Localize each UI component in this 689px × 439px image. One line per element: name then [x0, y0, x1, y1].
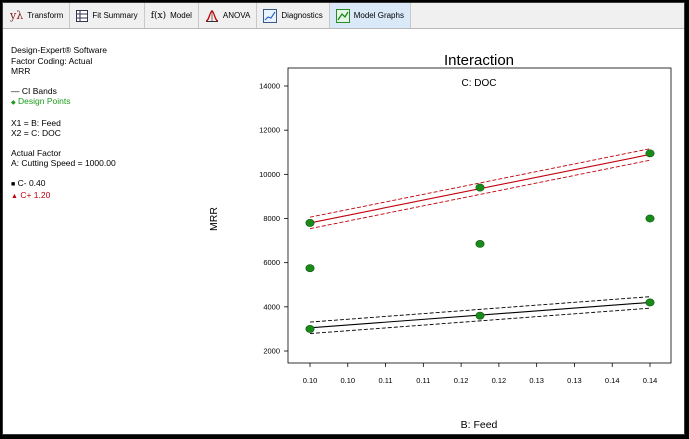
chart-subtitle: C: DOC [462, 78, 497, 89]
ci-bands-legend: — CI Bands [11, 86, 161, 97]
model-button[interactable]: f(x) Model [145, 3, 199, 28]
chart-title: Interaction [444, 52, 514, 69]
diagnostics-button[interactable]: Diagnostics [257, 3, 330, 28]
x1-definition: X1 = B: Feed [11, 117, 61, 128]
design-point [305, 264, 315, 273]
ci-bands-label: CI Bands [21, 85, 57, 96]
ci-upper-band-0 [309, 296, 651, 323]
x-axis-label: B: Feed [461, 419, 498, 431]
response-name: MRR [11, 66, 31, 76]
x2-definition: X2 = C: DOC [11, 128, 61, 138]
design-points-label: Design Points [18, 96, 71, 106]
bell-curve-icon [205, 9, 219, 23]
design-point [645, 214, 655, 223]
function-icon: f(x) [150, 10, 167, 21]
anova-label: ANOVA [222, 11, 251, 20]
model-graphs-label: Model Graphs [353, 11, 404, 20]
factor-coding: Factor Coding: Actual [11, 55, 93, 66]
y-tick-label: 12000 [259, 126, 280, 135]
ci-upper-band-1 [309, 148, 651, 218]
x-tick-label: 0.10 [303, 376, 318, 385]
x-tick-label: 0.12 [454, 376, 469, 385]
c-minus-symbol: ■ [11, 180, 16, 188]
y-tick-label: 10000 [259, 170, 280, 179]
table-icon [76, 9, 89, 22]
model-graphs-button[interactable]: Model Graphs [329, 3, 411, 28]
design-point [645, 149, 655, 158]
c-plus-legend: ▲ C+ 1.20 [11, 190, 161, 203]
c-plus-label: C+ 1.20 [20, 190, 51, 200]
model-graphs-icon [335, 8, 350, 23]
software-name: Design-Expert® Software [11, 45, 108, 55]
ci-lower-band-0 [309, 307, 651, 335]
design-point-symbol: ◆ [11, 100, 16, 106]
design-point [475, 239, 485, 248]
y-tick-label: 6000 [263, 258, 280, 267]
y-tick-label: 2000 [263, 347, 280, 356]
info-panel: Design-Expert® Software Factor Coding: A… [11, 45, 161, 203]
y-tick-label: 4000 [263, 302, 280, 311]
fit-summary-label: Fit Summary [92, 11, 138, 20]
design-points-legend: ◆ Design Points [11, 96, 161, 109]
design-point [305, 325, 315, 333]
c-minus-label: C- 0.40 [17, 177, 46, 188]
c-plus-symbol: ▲ [11, 193, 18, 200]
actual-factor-value: A: Cutting Speed = 1000.00 [11, 158, 116, 168]
x-tick-label: 0.14 [605, 376, 620, 385]
x-tick-label: 0.13 [529, 376, 544, 385]
design-point [475, 183, 485, 192]
transform-icon: yλ [10, 9, 24, 22]
toolbar: yλ Transform Fit Summary f(x) Model ANOV… [3, 3, 684, 29]
diagnostics-icon [263, 8, 278, 23]
x-tick-label: 0.14 [643, 376, 658, 385]
design-point [645, 298, 655, 307]
x-tick-label: 0.10 [340, 376, 355, 385]
fit-summary-button[interactable]: Fit Summary [70, 3, 145, 28]
x-tick-label: 0.11 [416, 376, 430, 385]
y-axis-label: MRR [208, 207, 220, 231]
design-point [305, 219, 315, 227]
transform-button[interactable]: yλ Transform [4, 3, 71, 28]
design-point [475, 311, 485, 320]
y-tick-label: 8000 [263, 214, 280, 223]
anova-button[interactable]: ANOVA [199, 3, 258, 28]
diagnostics-label: Diagnostics [281, 11, 323, 20]
y-tick-label: 14000 [259, 82, 280, 91]
ci-lower-band-1 [309, 159, 651, 230]
ci-line-symbol: — [11, 85, 20, 96]
transform-label: Transform [27, 11, 64, 20]
plot-area [287, 67, 672, 364]
c-minus-legend: ■ C- 0.40 [11, 178, 161, 191]
actual-factor-heading: Actual Factor [11, 147, 62, 158]
model-label: Model [170, 11, 192, 20]
x-tick-label: 0.11 [379, 376, 393, 385]
x-tick-label: 0.13 [567, 376, 582, 385]
x-tick-label: 0.12 [492, 376, 507, 385]
